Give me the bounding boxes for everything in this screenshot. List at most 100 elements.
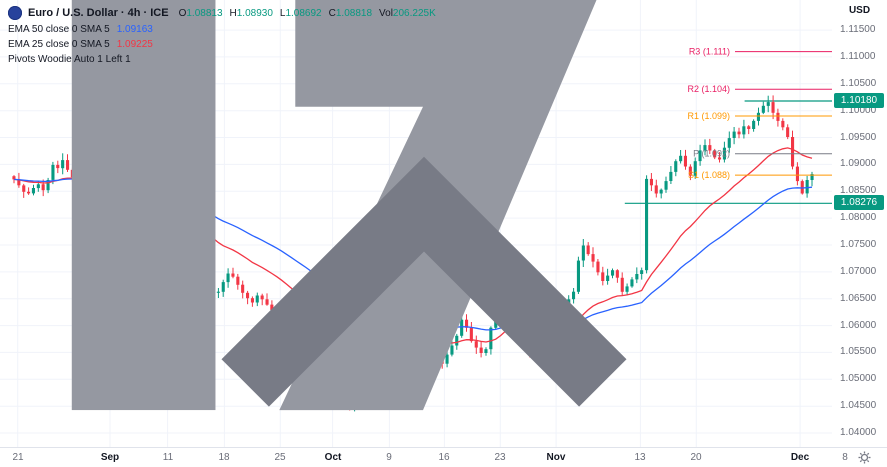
svg-text:R2 (1.104): R2 (1.104) xyxy=(687,84,730,94)
candle xyxy=(489,327,493,350)
candle xyxy=(576,260,580,292)
chart-pane: R3 (1.111) R2 (1.104) R1 (1.099) P (1.092) S… xyxy=(0,0,833,447)
pivot-levels[interactable]: R3 (1.111) R2 (1.104) R1 (1.099) P (1.092) S… xyxy=(687,47,832,181)
candle xyxy=(236,276,240,285)
time-tick-label: 20 xyxy=(690,452,702,463)
candle xyxy=(683,155,687,167)
candle xyxy=(786,127,790,137)
candle xyxy=(465,319,469,328)
time-tick-label: 13 xyxy=(634,452,646,463)
svg-text:S1 (1.088): S1 (1.088) xyxy=(688,170,730,180)
time-tick-label: Dec xyxy=(790,452,810,463)
time-tick-label: 21 xyxy=(12,452,24,463)
indicator-name: Pivots Woodie Auto 1 Left 1 xyxy=(8,54,131,65)
candle xyxy=(606,275,610,281)
indicator-value: 1.09163 xyxy=(116,24,153,35)
time-tick-label: 8 xyxy=(842,452,848,463)
price-line-rays[interactable] xyxy=(624,100,832,204)
candle xyxy=(241,284,245,293)
symbol-logo-icon xyxy=(8,6,22,20)
time-tick-label: 16 xyxy=(438,452,450,463)
candle xyxy=(635,274,639,280)
chevron-up-icon[interactable] xyxy=(8,70,627,407)
price-tick-label: 1.06500 xyxy=(840,293,877,304)
candle xyxy=(654,185,658,194)
candle xyxy=(669,171,673,181)
indicator-name: EMA 25 close 0 SMA 5 xyxy=(8,39,110,50)
candle xyxy=(479,347,483,353)
candle xyxy=(747,126,751,129)
candle xyxy=(460,319,464,336)
time-tick-label: 11 xyxy=(162,452,174,463)
price-tick-label: 1.10500 xyxy=(840,78,877,89)
svg-text:P (1.092): P (1.092) xyxy=(693,149,730,159)
candle xyxy=(484,349,488,353)
candle xyxy=(625,286,629,292)
candle xyxy=(601,272,605,281)
candle xyxy=(445,354,449,364)
price-tick-label: 1.10000 xyxy=(840,105,877,116)
candle xyxy=(22,185,26,192)
open-label: O xyxy=(178,7,187,19)
candle xyxy=(640,270,644,274)
time-tick-label: 9 xyxy=(386,452,392,463)
time-tick-label: Nov xyxy=(546,452,566,463)
price-tick-label: 1.11000 xyxy=(840,51,876,62)
candle xyxy=(270,304,274,310)
volume-value: 206.225K xyxy=(392,7,436,19)
gear-icon[interactable] xyxy=(858,451,871,464)
time-tick-label: 18 xyxy=(218,452,230,463)
candle xyxy=(674,161,678,172)
indicator-row-ema25[interactable]: EMA 25 close 0 SMA 5 1.09225 xyxy=(8,39,436,50)
candle xyxy=(586,245,590,255)
candle xyxy=(708,145,712,151)
price-tick-label: 1.05500 xyxy=(840,346,877,357)
candle xyxy=(810,174,814,180)
candle xyxy=(722,147,726,160)
candle xyxy=(703,145,707,151)
price-tick-label: 1.07000 xyxy=(840,266,877,277)
candle xyxy=(761,105,765,113)
candle xyxy=(450,345,454,355)
candle xyxy=(659,189,663,194)
candle xyxy=(596,261,600,273)
candle xyxy=(572,291,576,300)
legend-panel: Euro / U.S. Dollar · 4h · ICE O1.08813 H… xyxy=(8,6,627,407)
candle xyxy=(611,270,615,276)
price-tick-label: 1.07500 xyxy=(840,239,877,250)
price-tick-label: 1.08500 xyxy=(840,185,877,196)
indicator-row-pivots[interactable]: Pivots Woodie Auto 1 Left 1 xyxy=(8,54,436,65)
price-tick-label: 1.04000 xyxy=(840,427,877,438)
candle xyxy=(231,273,235,277)
price-tick-label: 1.05000 xyxy=(840,373,877,384)
axis-currency-label: USD xyxy=(848,5,871,16)
candle xyxy=(800,181,804,194)
candle xyxy=(752,120,756,129)
svg-text:R3 (1.111): R3 (1.111) xyxy=(689,47,730,57)
candle xyxy=(771,102,775,113)
candle xyxy=(27,191,31,194)
candle xyxy=(795,166,799,182)
candle xyxy=(766,102,770,106)
candle xyxy=(776,112,780,121)
candle xyxy=(66,160,70,170)
close-value: 1.08818 xyxy=(335,7,373,19)
indicator-name: EMA 50 close 0 SMA 5 xyxy=(8,24,110,35)
candle xyxy=(250,298,254,303)
price-axis[interactable]: USD 1.11500 1.11000 1.10500 1.10000 1.09500 1… xyxy=(832,0,887,447)
candle xyxy=(805,180,809,194)
candle xyxy=(737,131,741,135)
price-line-badge[interactable]: 1.08276 xyxy=(834,195,884,210)
candle xyxy=(693,161,697,176)
symbol-header[interactable]: Euro / U.S. Dollar · 4h · ICE O1.08813 H… xyxy=(8,6,436,20)
time-axis[interactable]: 21 Sep 11 18 25 Oct 9 16 23 Nov 13 20 Dec 8 xyxy=(0,447,887,467)
candle xyxy=(494,319,498,328)
symbol-title[interactable]: Euro / U.S. Dollar · 4h · ICE xyxy=(28,7,169,19)
candle xyxy=(645,178,649,271)
indicator-row-ema50[interactable]: EMA 50 close 0 SMA 5 1.09163 xyxy=(8,24,436,35)
price-tick-label: 1.08000 xyxy=(840,212,877,223)
candle xyxy=(581,245,585,261)
candle xyxy=(46,180,50,191)
price-line-badge[interactable]: 1.10180 xyxy=(834,93,884,108)
